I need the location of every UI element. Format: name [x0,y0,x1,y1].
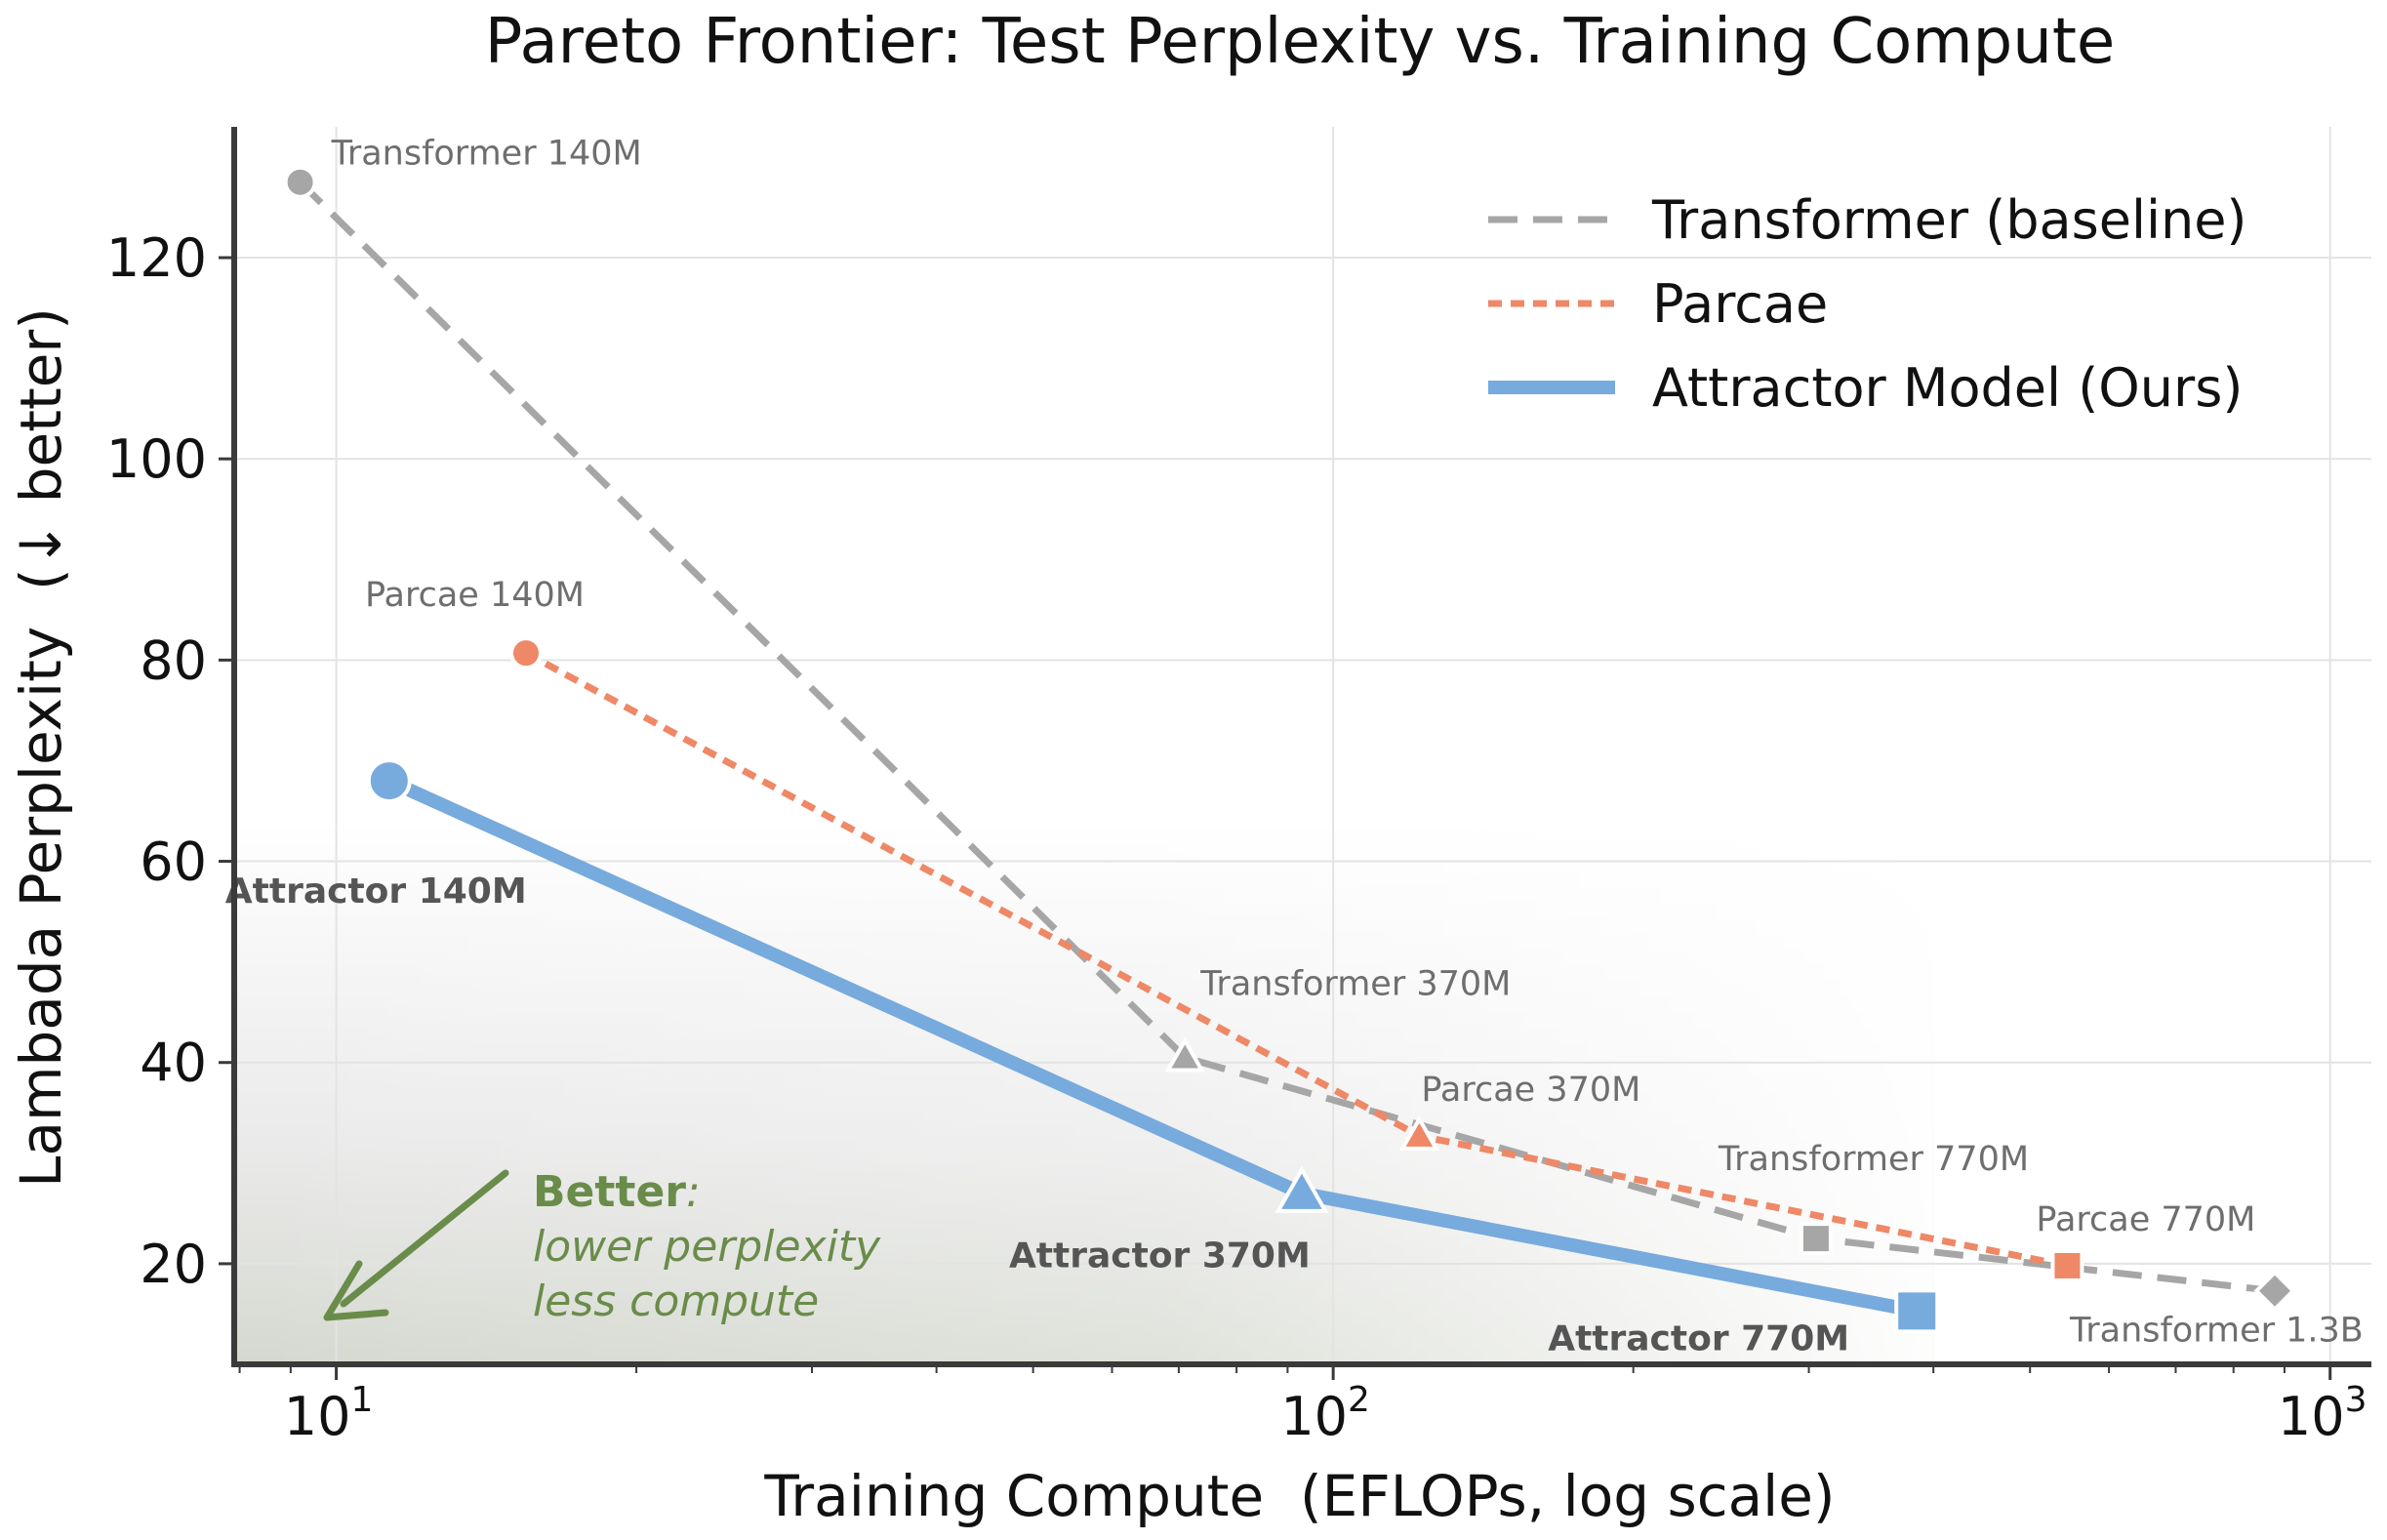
axes [219,127,2371,1380]
marker-attractor-770m [1894,1288,1940,1334]
chart-title: Pareto Frontier: Test Perplexity vs. Tra… [485,6,2116,78]
marker-transformer-770m [1799,1222,1833,1256]
point-label-parcae-140m: Parcae 140M [365,576,585,615]
legend-label-parcae: Parcae [1652,273,1828,335]
legend-label-transformer-baseline: Transformer (baseline) [1651,189,2247,251]
marker-transformer-140m [283,165,317,199]
point-label-transformer-1-3b: Transformer 1.3B [2069,1312,2364,1351]
marker-transformer-370m [1164,1036,1205,1073]
better-arrow-shaft [340,1169,509,1308]
x-axis-label: Training Compute (EFLOPs, log scale) [763,1463,1835,1529]
point-label-attractor-370m: Attractor 370M [1009,1236,1311,1277]
marker-parcae-770m [2050,1248,2084,1282]
point-label-parcae-370m: Parcae 370M [1421,1071,1640,1110]
y-tick-label: 80 [140,629,207,691]
y-tick-label: 60 [140,831,207,893]
better-annotation-title: Better: [533,1167,701,1217]
better-arrow-head [323,1260,389,1321]
better-annotation-line: less compute [533,1277,819,1326]
x-tick-label: 103 [2278,1380,2367,1447]
x-tick-label: 102 [1280,1380,1370,1447]
x-tick-label: 101 [284,1380,374,1447]
point-label-attractor-140m: Attractor 140M [225,871,527,912]
point-label-transformer-770m: Transformer 770M [1718,1140,2029,1179]
point-label-transformer-140m: Transformer 140M [331,135,642,174]
point-label-parcae-770m: Parcae 770M [2036,1200,2255,1239]
y-tick-label: 40 [140,1033,207,1094]
better-annotation: Better:lower perplexity less compute [323,1167,881,1326]
y-tick-label: 20 [140,1234,207,1295]
legend: Transformer (baseline) Parcae Attractor Mo… [1488,189,2247,419]
marker-attractor-140m [366,758,412,804]
marker-parcae-370m [1398,1114,1440,1151]
better-annotation-line: lower perplexity [533,1222,881,1272]
y-tick-label: 100 [106,428,207,490]
point-label-transformer-370m: Transformer 370M [1199,965,1511,1004]
point-labels: Transformer 140M Transformer 370M Transfor… [225,135,2364,1359]
point-label-attractor-770m: Attractor 770M [1548,1318,1849,1358]
series-markers [283,165,2296,1334]
series-line-transformer-baseline [298,180,2276,1295]
marker-transformer-1-3b [2253,1270,2296,1313]
marker-parcae-140m [509,636,544,670]
tick-labels: 20 40 60 80 100 120 101 102 103 [106,227,2367,1447]
grid [234,127,2371,1364]
legend-label-attractor-model-ours: Attractor Model (Ours) [1652,357,2243,419]
y-axis-label: Lambada Perplexity (↓ better) [8,307,74,1188]
marker-attractor-370m [1274,1165,1329,1213]
y-tick-label: 120 [106,227,207,289]
